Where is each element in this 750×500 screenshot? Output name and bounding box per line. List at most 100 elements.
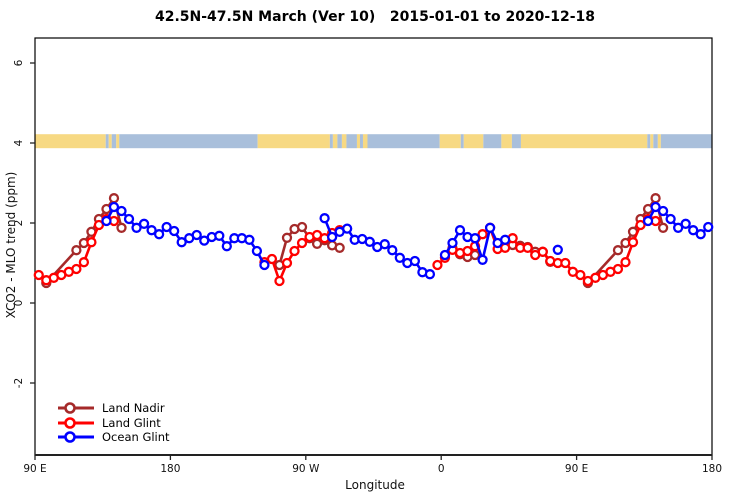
map-strip-ocean-segment (346, 134, 357, 149)
map-strip-ocean-segment (367, 134, 440, 149)
legend-marker-ocean-glint (64, 431, 76, 443)
chart-title: 42.5N-47.5N March (Ver 10) 2015-01-01 to… (154, 9, 596, 25)
y-axis-tick-label: 0 (13, 300, 25, 307)
data-point-land-glint (575, 269, 586, 281)
data-point-land-glint (560, 257, 571, 269)
data-point-land-glint (71, 263, 82, 275)
data-point-ocean-glint (326, 231, 338, 243)
data-point-land-glint (296, 237, 308, 249)
data-point-land-glint (627, 237, 639, 248)
map-strip-ocean-segment (483, 134, 502, 149)
map-strip-ocean-segment (653, 134, 658, 149)
data-point-ocean-glint (454, 225, 466, 236)
data-point-ocean-glint (447, 237, 458, 249)
data-point-ocean-glint (703, 221, 714, 233)
x-axis-tick-label: 180 (160, 463, 180, 475)
data-point-ocean-glint (161, 221, 172, 233)
data-point-ocean-glint (259, 259, 270, 271)
map-strip-land-segment (520, 134, 648, 149)
map-strip-land-segment (463, 134, 484, 149)
x-axis-tick-label: 180 (702, 463, 722, 475)
map-strip-land-segment (341, 134, 347, 149)
data-point-land-nadir (612, 245, 624, 256)
data-point-ocean-glint (244, 234, 255, 245)
data-point-ocean-glint (469, 233, 481, 244)
data-point-ocean-glint (409, 255, 421, 267)
data-point-land-glint (289, 245, 300, 257)
data-point-land-nadir (657, 222, 669, 233)
map-strip-land-segment (439, 134, 461, 149)
data-point-land-glint (93, 219, 105, 231)
data-point-ocean-glint (101, 215, 112, 227)
data-point-ocean-glint (153, 229, 165, 240)
map-strip-land-segment (362, 134, 368, 149)
map-strip-land-segment (657, 134, 661, 149)
data-point-land-nadir (71, 245, 82, 256)
map-strip-ocean-segment (111, 134, 117, 149)
data-point-land-glint (432, 259, 443, 271)
data-point-ocean-glint (673, 222, 684, 233)
data-point-land-glint (266, 253, 278, 265)
map-strip-land-segment (332, 134, 338, 149)
data-point-land-nadir (650, 193, 661, 204)
legend-marker-land-glint (64, 417, 76, 429)
map-strip-ocean-segment (337, 134, 342, 149)
map-strip-ocean-segment (105, 134, 109, 149)
map-strip-land-segment (35, 134, 106, 149)
data-point-ocean-glint (116, 205, 127, 217)
x-axis-tick-label: 90 E (23, 463, 46, 475)
data-point-land-glint (78, 257, 90, 268)
data-point-ocean-glint (131, 222, 142, 233)
y-axis-tick-label: -2 (13, 378, 25, 388)
x-axis-tick-label: 0 (438, 463, 445, 475)
data-point-land-nadir (116, 222, 127, 233)
legend-label-land-nadir: Land Nadir (102, 401, 165, 415)
data-point-land-nadir (334, 242, 345, 253)
data-point-land-nadir (296, 221, 308, 233)
data-point-ocean-glint (680, 218, 691, 229)
data-point-ocean-glint (439, 249, 451, 261)
data-point-ocean-glint (221, 241, 232, 252)
data-point-ocean-glint (364, 236, 375, 247)
data-point-ocean-glint (319, 213, 330, 224)
data-point-land-glint (462, 245, 473, 257)
map-strip-ocean-segment (647, 134, 651, 149)
data-point-ocean-glint (108, 201, 120, 213)
x-axis-label: Longitude (345, 478, 405, 492)
map-strip-land-segment (501, 134, 512, 149)
map-strip-ocean-segment (511, 134, 521, 149)
data-point-ocean-glint (169, 225, 180, 237)
data-point-land-glint (274, 275, 285, 287)
data-point-land-glint (33, 269, 44, 281)
data-point-land-glint (281, 257, 293, 269)
data-point-ocean-glint (146, 225, 157, 236)
data-point-land-glint (477, 229, 488, 240)
y-axis-tick-label: 2 (13, 220, 25, 227)
data-point-ocean-glint (123, 213, 135, 225)
data-point-land-glint (635, 219, 646, 231)
data-point-ocean-glint (138, 218, 150, 229)
legend-label-land-glint: Land Glint (102, 416, 161, 430)
data-point-ocean-glint (688, 225, 699, 236)
data-point-ocean-glint (477, 254, 488, 265)
map-strip-land-segment (650, 134, 654, 149)
data-point-ocean-glint (657, 205, 669, 217)
data-point-land-nadir (281, 232, 293, 243)
data-point-land-glint (612, 263, 624, 275)
y-axis-label: XCO2 - MLO trend (ppm) (4, 171, 18, 319)
data-point-ocean-glint (379, 239, 390, 250)
y-axis-tick-label: 4 (13, 139, 25, 146)
data-point-ocean-glint (191, 229, 202, 241)
map-strip-land-segment (356, 134, 360, 149)
data-point-ocean-glint (665, 213, 676, 225)
map-strip-land-segment (108, 134, 112, 149)
map-strip-ocean-segment (359, 134, 363, 149)
legend-marker-land-nadir (64, 402, 76, 414)
data-point-ocean-glint (424, 269, 436, 280)
data-point-ocean-glint (394, 252, 405, 263)
map-strip-ocean-segment (660, 134, 712, 149)
legend-label-ocean-glint: Ocean Glint (102, 430, 170, 444)
data-point-land-glint (620, 257, 631, 268)
